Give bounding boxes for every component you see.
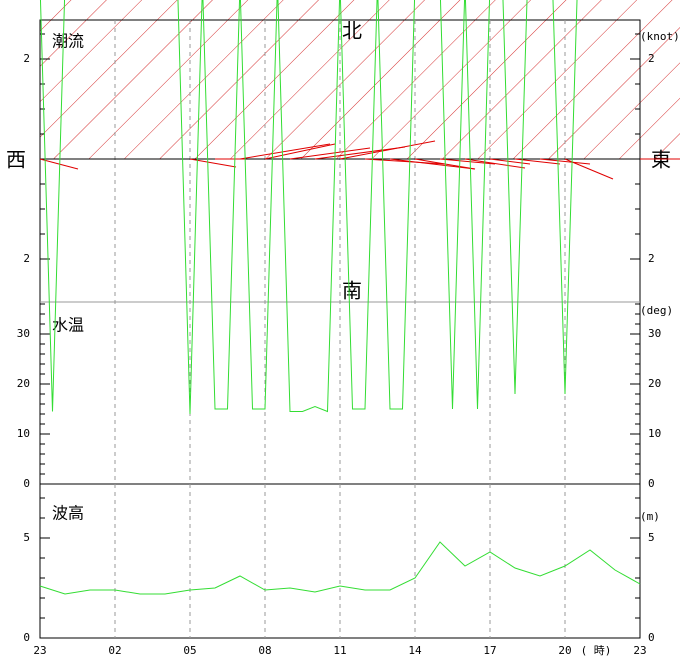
y-tick-label: 5 (648, 531, 655, 544)
panel-title: 水温 (52, 316, 84, 335)
current-vector (439, 158, 496, 165)
current-vector (364, 158, 446, 165)
y-tick-label: 10 (648, 427, 661, 440)
x-tick-label: 08 (258, 644, 271, 657)
y-tick-label: 30 (17, 327, 30, 340)
y-tick-label: 2 (23, 252, 30, 265)
current-vector (339, 140, 436, 160)
south-label: 南 (342, 279, 362, 303)
y-tick-label: 5 (23, 531, 30, 544)
y-tick-label: 30 (648, 327, 661, 340)
data-line (39, 541, 641, 595)
panel-title: 潮流 (52, 32, 84, 51)
current-vector (264, 143, 336, 160)
current-vector (39, 158, 79, 170)
y-tick-label: 2 (23, 52, 30, 65)
y-tick-label: 10 (17, 427, 30, 440)
y-tick-label: 0 (648, 631, 655, 644)
current-vector (289, 147, 371, 160)
x-tick-label: 02 (108, 644, 121, 657)
x-tick-label: 23 (633, 644, 646, 657)
data-line (39, 0, 578, 415)
current-vector (389, 158, 476, 170)
unit: (deg) (640, 304, 673, 317)
west-label: 西 (6, 148, 26, 172)
y-tick-label: 0 (23, 631, 30, 644)
unit: (knot) (640, 30, 680, 43)
current-vector (489, 158, 531, 165)
y-tick-label: 20 (17, 377, 30, 390)
x-tick-label: 11 (333, 644, 346, 657)
x-tick-label: 17 (483, 644, 496, 657)
unit: (m) (640, 510, 660, 523)
x-axis-label: ( 時) (581, 644, 612, 657)
current-vector (464, 158, 526, 169)
y-tick-label: 0 (23, 477, 30, 490)
current-vector (239, 143, 331, 160)
y-tick-label: 2 (648, 252, 655, 265)
current-vector (564, 158, 614, 180)
x-tick-label: 23 (33, 644, 46, 657)
y-tick-label: 20 (648, 377, 661, 390)
current-vector (539, 158, 591, 165)
current-vector (314, 146, 406, 160)
y-tick-label: 0 (648, 477, 655, 490)
x-tick-label: 20 (558, 644, 571, 657)
panel-title: 波高 (52, 504, 84, 523)
north-label: 北 (342, 19, 362, 43)
y-tick-label: 2 (648, 52, 655, 65)
x-tick-label: 14 (408, 644, 422, 657)
x-tick-label: 05 (183, 644, 196, 657)
